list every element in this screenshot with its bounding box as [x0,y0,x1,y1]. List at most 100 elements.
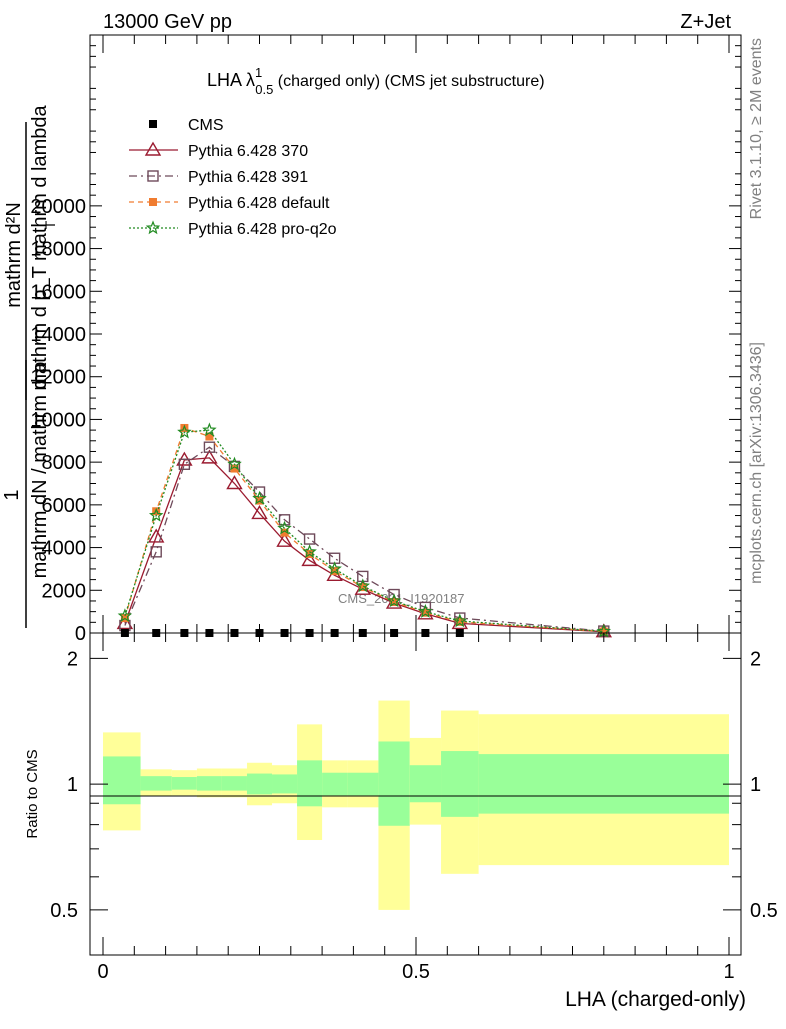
main-ytick-label: 18000 [30,239,86,261]
series-point-3 [252,490,267,505]
ratio-band-inner [347,772,379,796]
series-point-0 [276,532,293,547]
ratio-band-inner [171,777,197,790]
series-point-3 [277,520,292,535]
legend-marker [149,198,157,206]
ratio-band-inner [221,776,247,791]
rivet-label: Rivet 3.1.10, ≥ 2M events [748,38,765,219]
series-point-0 [116,615,134,630]
main-ytick-label: 14000 [30,324,86,346]
ratio-band-inner [272,774,298,794]
ratio-band-inner [246,773,273,795]
main-ytick-label: 20000 [30,196,86,218]
series-point-3 [452,613,468,628]
plot-title-rest: (charged only) (CMS jet substructure) [273,73,544,90]
legend-marker [147,170,159,182]
ylabel-frac-den: mathrm dN / mathrm d p [29,362,51,579]
plot-title-main: LHA λ [207,70,255,90]
series-point-3 [227,456,242,471]
mcplots-label: mcplots.cern.ch [arXiv:1306.3436] [748,342,765,584]
ratio-band-inner [378,741,410,826]
main-ytick-label: 16000 [30,281,86,303]
series-point-2 [152,507,161,516]
series-point-2 [280,528,289,537]
ratio-band-inner [441,751,479,817]
main-ytick-label: 4000 [42,538,87,560]
ratio-y-axis: 0.5 0.5 1 1 2 2 [50,648,778,922]
ratio-band-inner [140,776,172,791]
ratio-ytick-label: 2 [67,648,78,670]
series-point-2 [421,608,430,617]
series-point-3 [418,603,433,618]
series-point-0 [301,551,318,567]
legend-label: Pythia 6.428 391 [188,169,308,186]
series-point-2 [230,464,239,473]
xlabel: LHA (charged-only) [565,988,746,1011]
series-point-1 [178,458,191,470]
ratio-xtick-label: 1 [723,961,734,983]
series-point-1 [150,546,162,558]
series-point-3 [327,561,342,576]
ratio-band-inner [478,754,729,814]
ylabel-den-sub: T [42,220,58,229]
main-x-axis [102,35,730,633]
series-point-3 [302,544,317,559]
series-point-3 [386,593,402,608]
series-point-2 [205,432,214,441]
plot-title-sup: 1 [255,65,262,80]
process-label: Z+Jet [680,11,731,33]
series-point-3 [177,424,192,439]
legend-label: Pythia 6.428 default [188,195,330,212]
series-point-2 [180,423,189,432]
ratio-band-inner [297,760,323,807]
ratio-ytick-label-right: 1 [750,774,761,796]
ratio-ylabel: Ratio to CMS [24,749,41,838]
series-point-0 [147,528,165,543]
ylabel-den: mathrm d p_T mathrm d lambda [29,104,51,390]
main-ytick-label: 10000 [30,409,86,431]
ratio-ytick-label-right: 0.5 [750,900,778,922]
main-ytick-label: 2000 [42,580,87,602]
legend-marker [145,220,161,235]
series-point-1 [203,441,216,453]
ratio-x-axis: 0 0.5 1 [97,633,735,983]
main-ytick-label: 8000 [42,452,87,474]
series-point-2 [455,617,464,626]
series-point-3 [148,507,164,522]
ratio-ytick-label: 1 [67,774,78,796]
energy-label: 13000 GeV pp [103,11,232,33]
legend: CMS Pythia 6.428 370 Pythia 6.428 391 Pythi… [129,117,337,238]
legend-marker-cms [149,120,157,128]
series-point-0 [201,449,218,464]
main-panel: 0 2000 4000 6000 8000 10000 12000 14000 16000 180… [1,34,742,645]
series-point-3 [355,578,371,593]
series-point-1 [303,533,316,545]
series-point-3 [202,422,217,437]
ratio-ytick-label-right: 2 [750,648,761,670]
ratio-panel: 0.5 0.5 1 1 2 2 0 0.5 1 Ratio to CMS LHA (charg… [24,632,778,1011]
ylabel-den-main: mathrm d p_T mathrm d lambda [29,104,51,390]
main-ytick-label: 12000 [30,367,86,389]
legend-marker [144,141,162,156]
ylabel-num: mathrm d²N [3,202,25,308]
legend-label: Pythia 6.428 370 [188,143,308,160]
ratio-bands [103,700,729,910]
series-point-2 [358,583,367,592]
series-point-3 [117,608,133,623]
series-point-1 [278,514,291,526]
ylabel-frac-num: 1 [1,489,23,500]
series-point-2 [390,598,399,607]
plot-title-sub: 0.5 [255,82,273,97]
ratio-band-inner [409,765,442,803]
ratio-band-inner [103,756,141,805]
main-ytick-label: 0 [75,623,86,645]
main-y-axis: 0 2000 4000 6000 8000 10000 12000 14000 16000 180… [30,45,741,645]
ratio-xtick-label: 0 [97,961,108,983]
ratio-ytick-label: 0.5 [50,900,78,922]
ratio-band-inner [196,776,222,791]
series-point-0 [251,505,268,520]
legend-label: Pythia 6.428 pro-q2o [188,221,337,238]
legend-label: CMS [188,117,224,134]
plot-title: LHA λ1 0.5 (charged only) (CMS jet substr… [207,65,545,97]
